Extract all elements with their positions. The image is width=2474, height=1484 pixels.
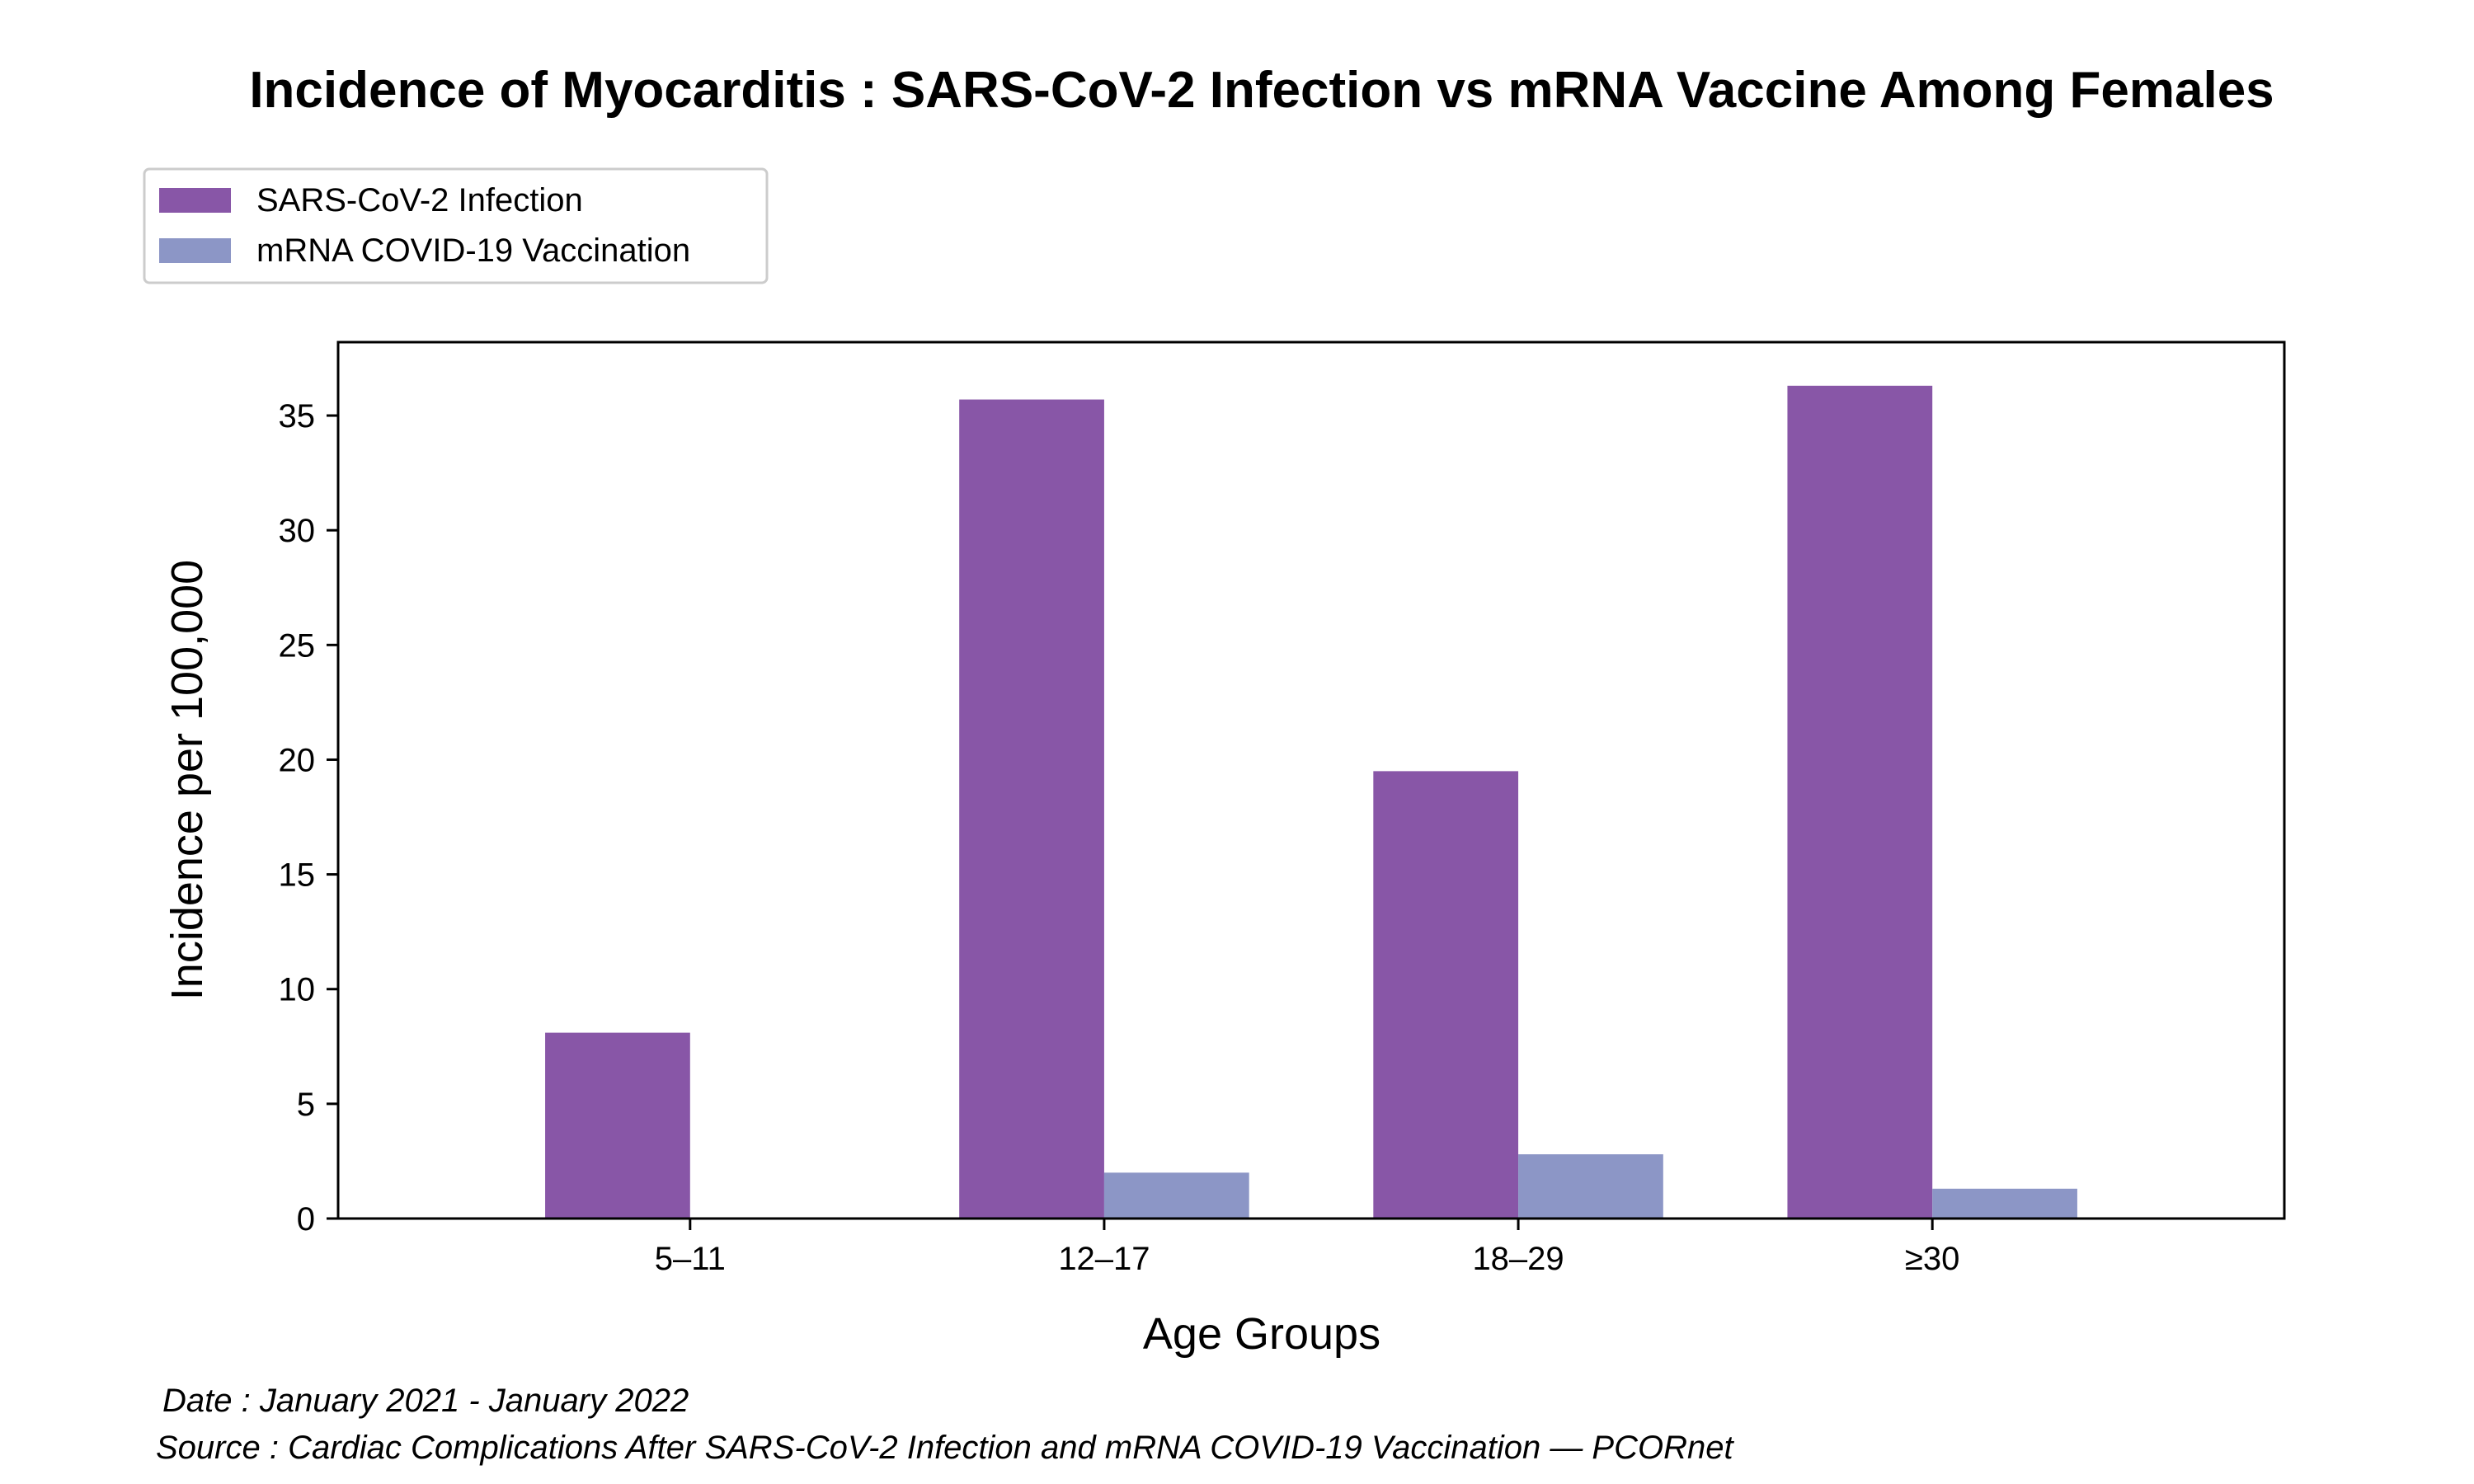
x-tick-label: 5–11 <box>655 1241 726 1277</box>
x-tick-label: 18–29 <box>1472 1241 1564 1277</box>
chart-title: Incidence of Myocarditis : SARS-CoV-2 In… <box>249 62 2274 119</box>
y-tick-label: 25 <box>279 627 316 664</box>
legend-label-vaccination: mRNA COVID-19 Vaccination <box>256 232 690 269</box>
y-tick-label: 5 <box>297 1087 315 1123</box>
y-tick-label: 35 <box>279 398 316 434</box>
bar-infection-2 <box>1373 771 1519 1219</box>
bar-infection-0 <box>545 1032 690 1219</box>
bar-vaccination-3 <box>1932 1188 2077 1219</box>
x-axis-label: Age Groups <box>1143 1309 1380 1359</box>
footnote-date: Date : January 2021 - January 2022 <box>162 1383 689 1419</box>
bar-infection-3 <box>1787 385 1933 1219</box>
legend-swatch-infection <box>159 188 231 213</box>
x-axis: 5–11 12–17 18–29 ≥30 <box>655 1219 1959 1277</box>
bar-vaccination-2 <box>1518 1154 1663 1219</box>
y-axis: 0 5 10 15 20 25 30 35 <box>279 398 338 1237</box>
y-tick-label: 20 <box>279 742 316 778</box>
y-tick-label: 30 <box>279 513 316 549</box>
legend-label-infection: SARS-CoV-2 Infection <box>256 182 583 218</box>
legend: SARS-CoV-2 Infection mRNA COVID-19 Vacci… <box>143 167 769 284</box>
y-axis-label: Incidence per 100,000 <box>162 560 212 1000</box>
x-tick-label: ≥30 <box>1905 1241 1959 1277</box>
footnote-source: Source : Cardiac Complications After SAR… <box>156 1430 1734 1466</box>
legend-box <box>143 167 769 284</box>
plot-frame <box>336 340 2286 1220</box>
y-tick-label: 0 <box>297 1201 315 1237</box>
x-tick-label: 12–17 <box>1058 1241 1150 1277</box>
legend-swatch-vaccination <box>159 238 231 263</box>
bar-infection-1 <box>959 399 1104 1219</box>
y-tick-label: 10 <box>279 972 316 1008</box>
bar-vaccination-1 <box>1103 1172 1249 1219</box>
y-tick-label: 15 <box>279 857 316 894</box>
bars-layer <box>545 385 2077 1219</box>
